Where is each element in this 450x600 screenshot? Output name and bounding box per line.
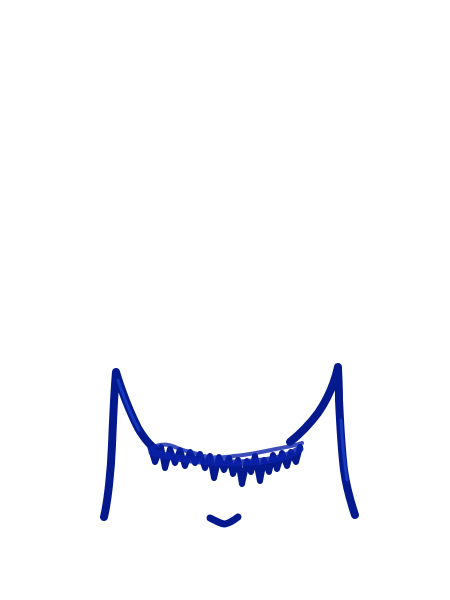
zigzag-scribble-upper (148, 441, 304, 460)
left-line-highlight (116, 378, 141, 432)
right-line-stroke (286, 363, 359, 519)
left-line-stroke (100, 368, 164, 521)
zigzag-scribble-overlay (148, 445, 304, 467)
small-curve-mark (206, 513, 242, 528)
right-line-highlight (339, 418, 349, 482)
